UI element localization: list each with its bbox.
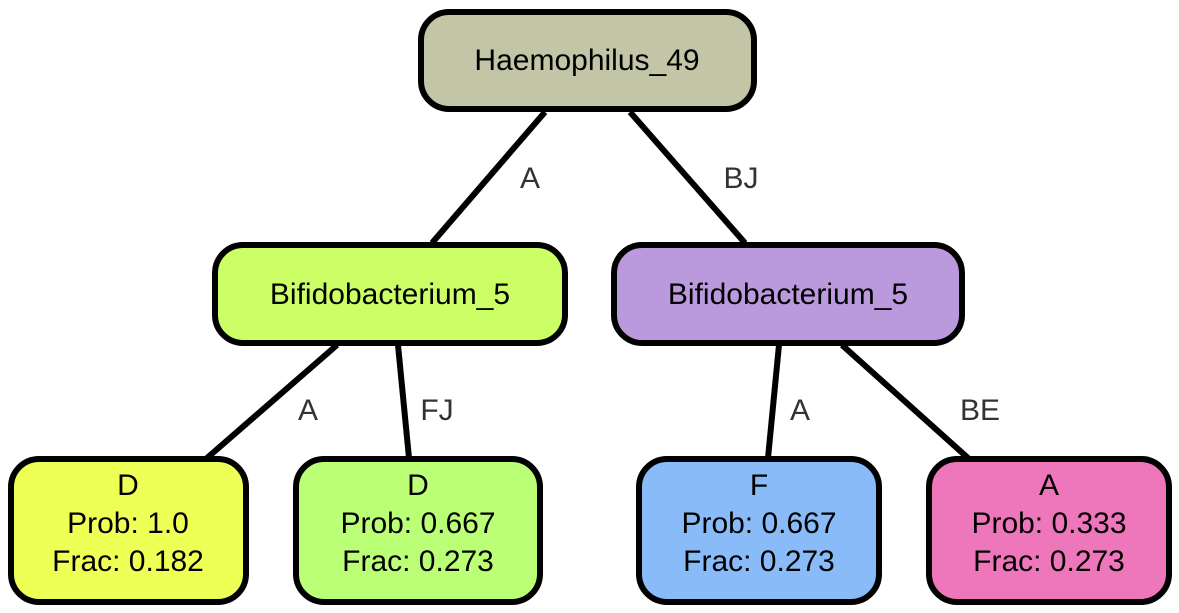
node-leaf1: D Prob: 1.0 Frac: 0.182 xyxy=(8,456,249,605)
edge-right-leaf3 xyxy=(765,344,782,459)
edge-label-left-leaf1: A xyxy=(298,394,318,427)
node-leaf4-frac: Frac: 0.273 xyxy=(973,545,1125,578)
node-root-box xyxy=(418,9,757,112)
node-leaf3-prob: Prob: 0.667 xyxy=(681,507,836,540)
node-root-label: Haemophilus_49 xyxy=(474,44,699,77)
node-leaf2-frac: Frac: 0.273 xyxy=(342,545,494,578)
node-leaf1-prob: Prob: 1.0 xyxy=(67,507,189,540)
edge-root-left xyxy=(429,110,548,245)
node-right: Bifidobacterium_5 xyxy=(611,242,965,346)
node-leaf2-box xyxy=(293,456,543,605)
edge-left-leaf2 xyxy=(395,344,412,459)
node-leaf4: A Prob: 0.333 Frac: 0.273 xyxy=(926,456,1172,605)
node-leaf3-box xyxy=(636,456,882,605)
node-left-label: Bifidobacterium_5 xyxy=(270,278,510,311)
node-leaf3-frac: Frac: 0.273 xyxy=(683,545,835,578)
node-leaf4-class: A xyxy=(1039,469,1059,502)
node-root: Haemophilus_49 xyxy=(418,9,757,112)
edge-left-leaf1 xyxy=(205,342,339,461)
node-leaf4-prob: Prob: 0.333 xyxy=(971,507,1126,540)
node-leaf3: F Prob: 0.667 Frac: 0.273 xyxy=(636,456,882,605)
edge-label-root-left: A xyxy=(520,162,540,195)
node-leaf1-box xyxy=(8,456,249,605)
node-leaf1-frac: Frac: 0.182 xyxy=(52,545,204,578)
node-right-box xyxy=(611,242,965,346)
node-left-box xyxy=(212,242,568,346)
node-leaf2-prob: Prob: 0.667 xyxy=(340,507,495,540)
edge-label-right-leaf3: A xyxy=(790,394,810,427)
edge-right-leaf4 xyxy=(839,342,971,461)
node-leaf4-box xyxy=(926,456,1172,605)
edge-label-right-leaf4: BE xyxy=(960,394,1000,427)
node-leaf2-class: D xyxy=(407,469,429,502)
edge-label-root-right: BJ xyxy=(723,162,758,195)
node-right-label: Bifidobacterium_5 xyxy=(668,278,908,311)
node-left: Bifidobacterium_5 xyxy=(212,242,568,346)
edge-root-right xyxy=(627,110,748,245)
node-leaf1-class: D xyxy=(117,469,139,502)
node-leaf3-class: F xyxy=(750,469,768,502)
edge-label-left-leaf2: FJ xyxy=(420,394,453,427)
node-leaf2: D Prob: 0.667 Frac: 0.273 xyxy=(293,456,543,605)
